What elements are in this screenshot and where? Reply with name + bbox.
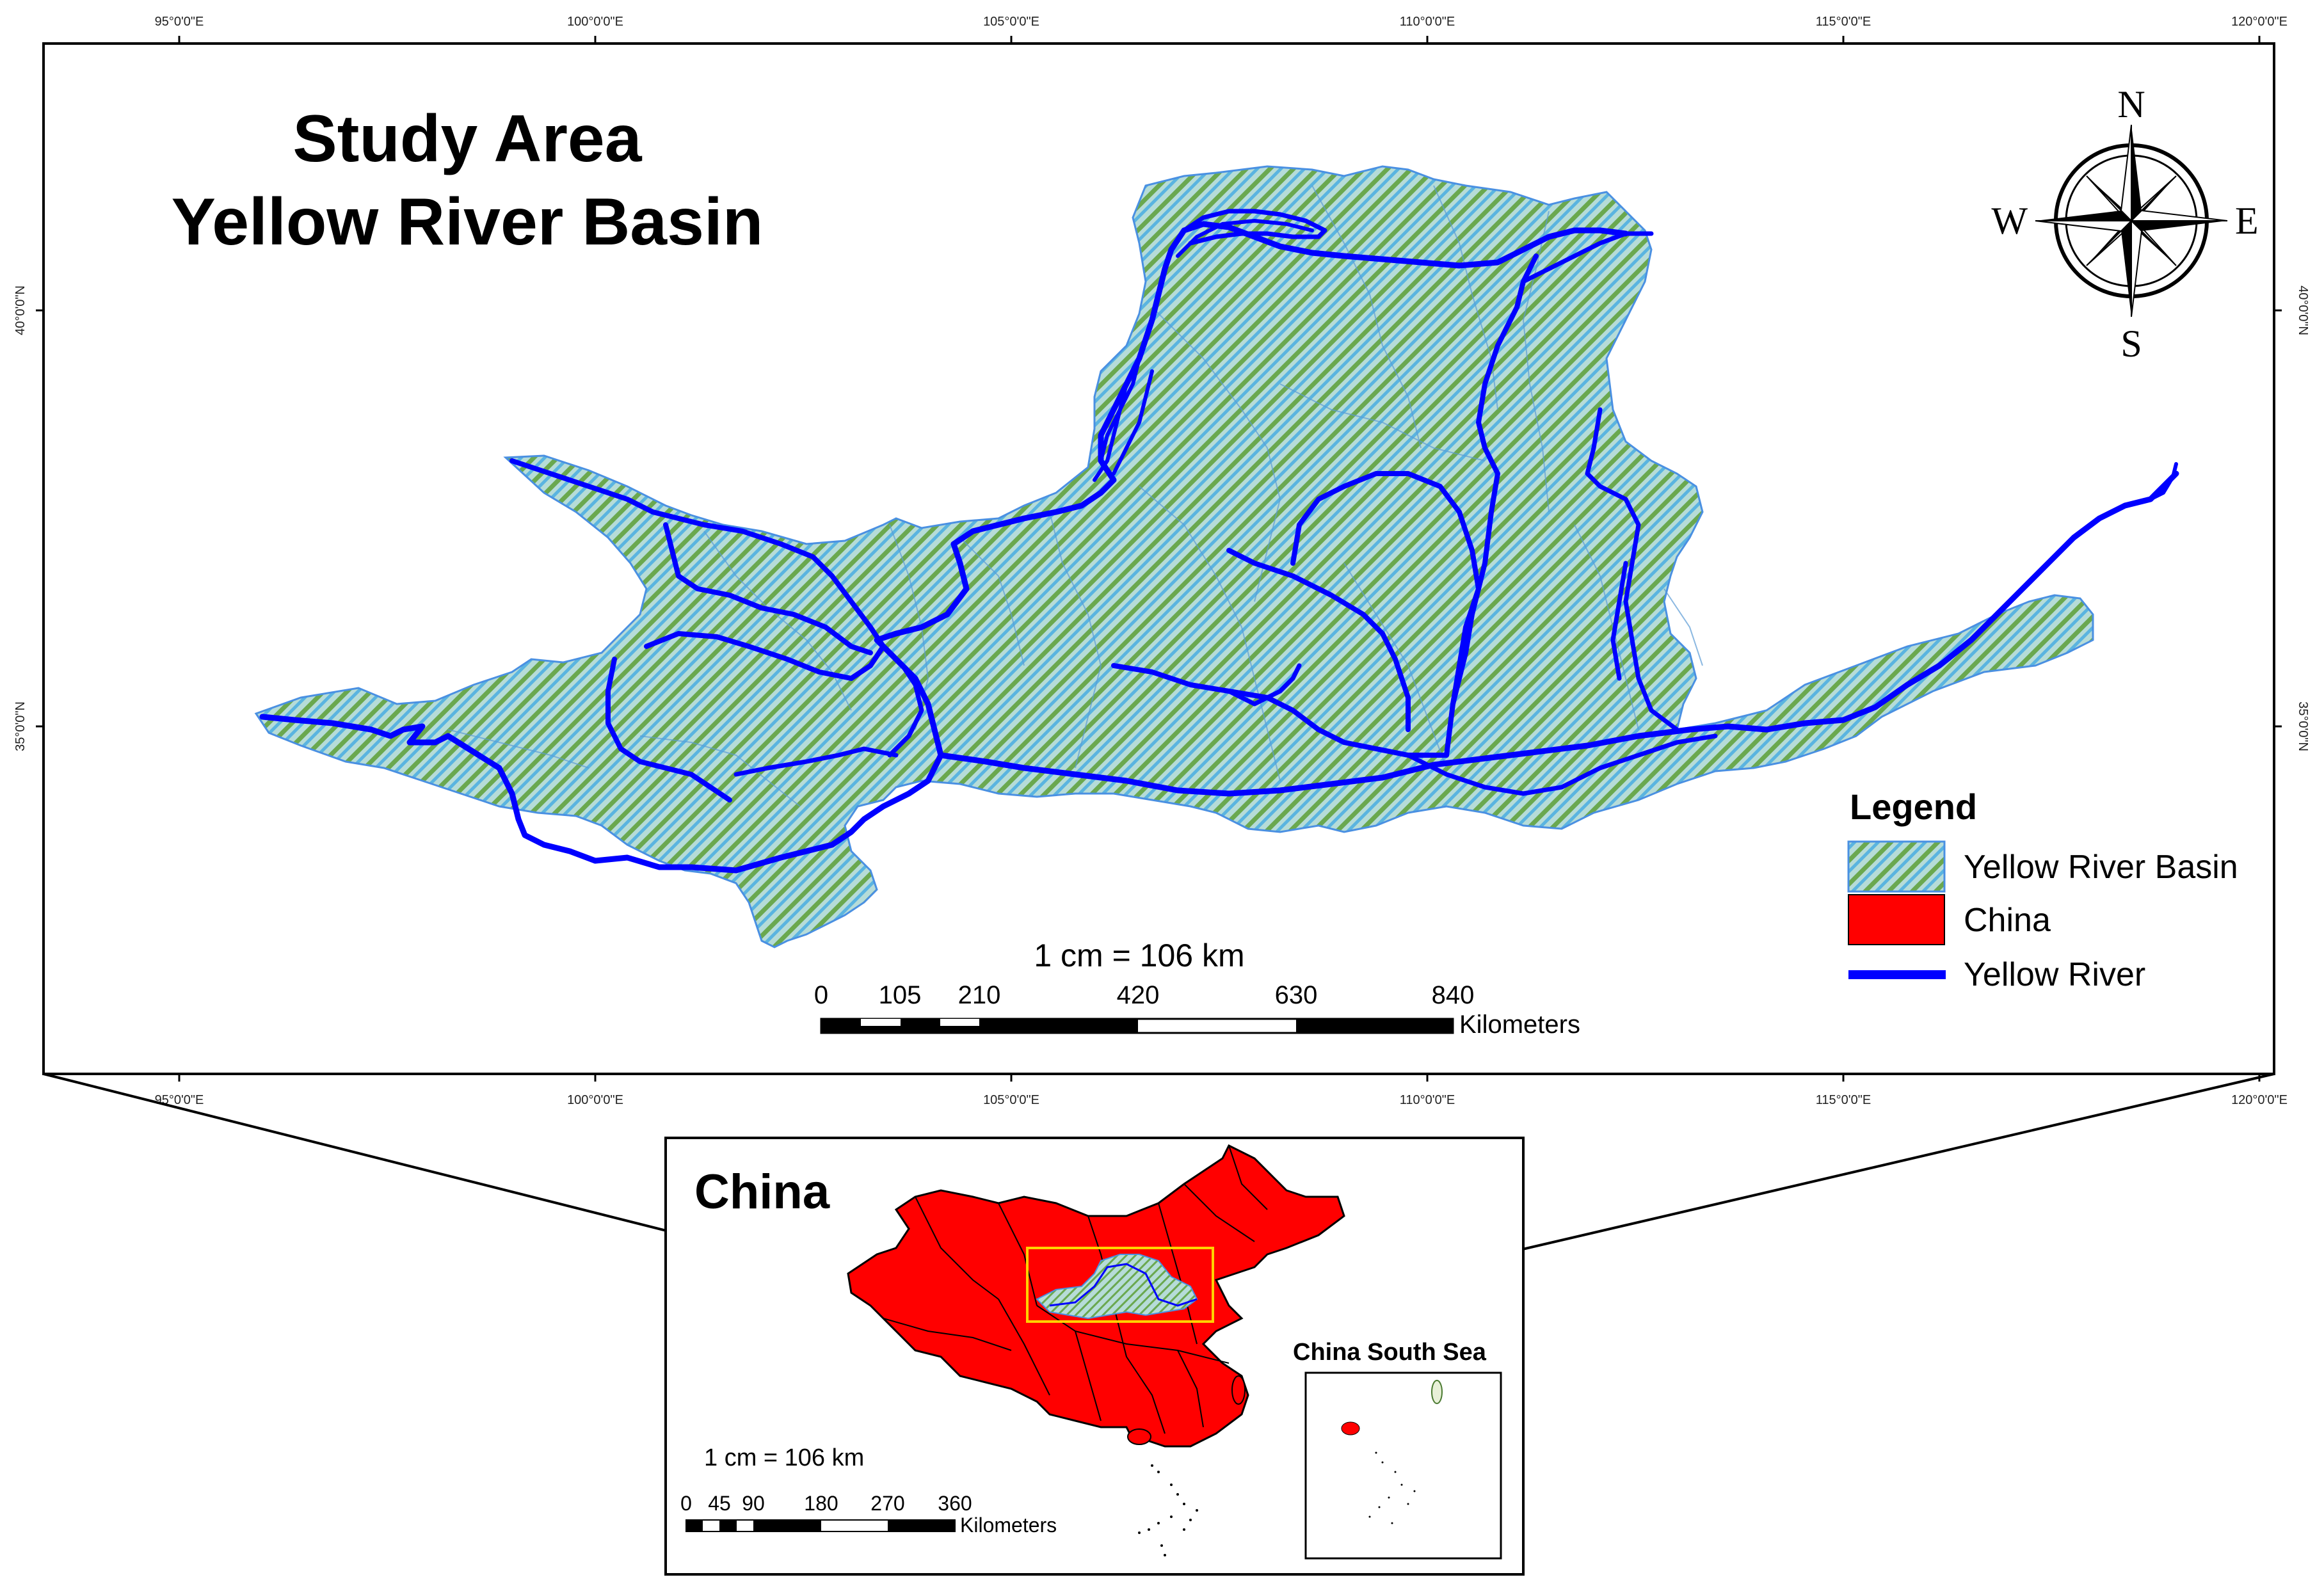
china-inset-map: China — [664, 1137, 1525, 1576]
longitude-labels-bottom: 95°0'0"E 100°0'0"E 105°0'0"E 110°0'0"E 1… — [155, 1093, 2288, 1107]
scale-tick-label: 105 — [879, 981, 922, 1009]
legend-title: Legend — [1850, 787, 1977, 827]
compass-s-label: S — [2120, 323, 2142, 365]
legend-label-basin: Yellow River Basin — [1964, 849, 2238, 886]
south-sea-hainan — [1341, 1421, 1360, 1435]
inset-title: China — [694, 1165, 830, 1219]
inset-scale-unit: Kilometers — [960, 1514, 1057, 1537]
lon-label-bottom: 110°0'0"E — [1400, 1093, 1455, 1107]
inset-basin-area — [1036, 1254, 1198, 1320]
south-sea-taiwan — [1431, 1380, 1443, 1404]
legend-swatch-basin — [1847, 840, 1946, 893]
south-sea-frame — [1304, 1371, 1502, 1560]
inset-scale-tick: 360 — [938, 1492, 972, 1515]
scale-tick-label: 420 — [1117, 981, 1160, 1009]
inset-scale-tick: 90 — [742, 1492, 765, 1515]
lon-label-top: 110°0'0"E — [1400, 15, 1455, 29]
scale-unit-label: Kilometers — [1459, 1011, 1580, 1039]
lon-label-bottom: 105°0'0"E — [983, 1093, 1039, 1107]
legend-swatch-china — [1848, 894, 1945, 945]
legend-label-china: China — [1964, 902, 2051, 939]
yellow-river-network — [259, 209, 2179, 874]
inset-river — [1049, 1263, 1198, 1307]
scale-tick-label: 0 — [814, 981, 828, 1009]
inset-scale-tick: 270 — [870, 1492, 904, 1515]
graticule-ticks — [36, 36, 2282, 1082]
lon-label-bottom: 95°0'0"E — [155, 1093, 204, 1107]
scale-tick-label: 210 — [958, 981, 1001, 1009]
inset-scale-tick: 0 — [680, 1492, 692, 1515]
legend-label-river: Yellow River — [1964, 956, 2145, 993]
lat-label-left: 35°0'0"N — [13, 701, 28, 751]
scale-ratio-label: 1 cm = 106 km — [1034, 938, 1244, 973]
lon-label-top: 105°0'0"E — [983, 15, 1039, 29]
compass-e-label: E — [2235, 200, 2259, 242]
south-sea-dots — [1368, 1451, 1416, 1524]
lon-label-top: 95°0'0"E — [155, 15, 204, 29]
scale-tick-label: 840 — [1432, 981, 1475, 1009]
south-sea-label: China South Sea — [1293, 1339, 1487, 1366]
lon-label-top: 100°0'0"E — [567, 15, 623, 29]
north-arrow-compass: N S E W — [1991, 83, 2258, 365]
hainan-island — [1127, 1428, 1151, 1445]
latitude-labels: 40°0'0"N 35°0'0"N 40°0'0"N 35°0'0"N — [13, 285, 2310, 751]
main-map: 95°0'0"E 100°0'0"E 105°0'0"E 110°0'0"E 1… — [13, 15, 2310, 1107]
inset-scale-tick: 45 — [708, 1492, 731, 1515]
map-title-line1: Study Area — [293, 102, 642, 176]
lon-label-bottom: 115°0'0"E — [1816, 1093, 1871, 1107]
lat-label-right: 40°0'0"N — [2296, 285, 2310, 335]
inset-scale-tick: 180 — [804, 1492, 838, 1515]
lat-label-right: 35°0'0"N — [2296, 701, 2310, 751]
scale-tick-label: 630 — [1275, 981, 1318, 1009]
inset-scale-ratio: 1 cm = 106 km — [704, 1444, 864, 1471]
inset-study-area-box — [1026, 1247, 1214, 1323]
lon-label-top: 115°0'0"E — [1816, 15, 1871, 29]
legend: Legend Yellow River Basin China Yellow R… — [1847, 787, 2238, 993]
map-title-line2: Yellow River Basin — [172, 185, 764, 259]
longitude-labels-top: 95°0'0"E 100°0'0"E 105°0'0"E 110°0'0"E 1… — [155, 15, 2288, 29]
yellow-river-basin-area — [254, 165, 2094, 948]
compass-w-label: W — [1991, 200, 2028, 242]
taiwan-island — [1231, 1375, 1246, 1405]
yellow-river-lower-reach — [938, 470, 2179, 797]
inset-scale-bar: 1 cm = 106 km 0 45 90 180 270 360 Kilome… — [680, 1444, 1057, 1537]
south-sea-islands-dots — [1138, 1464, 1198, 1556]
lon-label-bottom: 120°0'0"E — [2231, 1093, 2288, 1107]
compass-n-label: N — [2117, 83, 2145, 125]
main-scale-bar: 1 cm = 106 km 0 105 210 420 630 840 Kilo… — [814, 938, 1580, 1039]
lon-label-bottom: 100°0'0"E — [567, 1093, 623, 1107]
lat-label-left: 40°0'0"N — [13, 285, 28, 335]
lon-label-top: 120°0'0"E — [2231, 15, 2288, 29]
